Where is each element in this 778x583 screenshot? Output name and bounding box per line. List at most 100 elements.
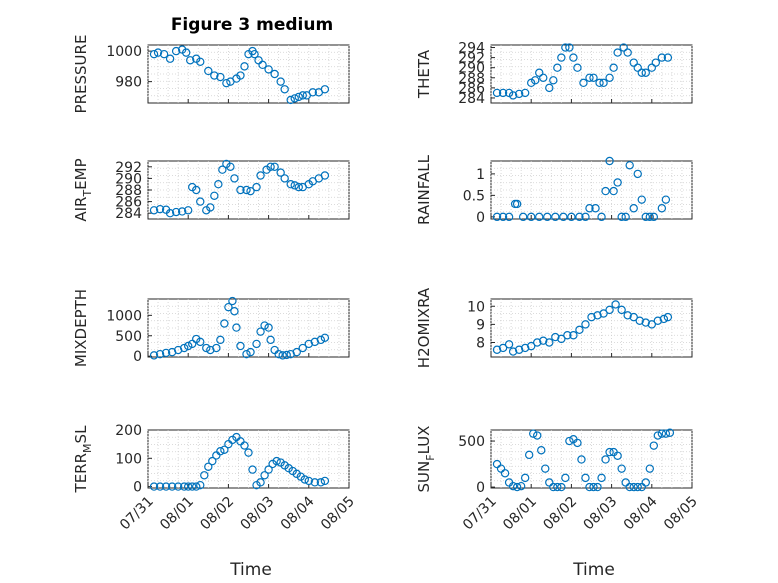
data-point	[575, 212, 584, 222]
data-point	[240, 62, 249, 71]
series-markers	[492, 156, 671, 222]
data-point	[557, 334, 566, 344]
data-point	[605, 447, 614, 457]
grid-lines	[490, 161, 693, 219]
data-point	[266, 162, 275, 171]
data-point	[173, 482, 183, 491]
data-point	[224, 302, 233, 312]
data-point	[539, 336, 548, 345]
y-axis-label: RAINFALL	[415, 154, 433, 225]
data-point	[595, 78, 604, 88]
data-point	[216, 72, 225, 82]
y-tick-label: 288	[115, 183, 142, 199]
data-point	[320, 333, 330, 343]
data-point	[651, 58, 661, 67]
data-point	[512, 482, 522, 492]
data-point	[222, 78, 231, 88]
data-point	[551, 332, 560, 342]
data-point	[292, 347, 301, 357]
data-point	[557, 482, 566, 492]
data-point	[310, 337, 320, 347]
y-tick-label: 284	[115, 206, 142, 222]
data-point	[226, 162, 235, 171]
data-point	[641, 478, 650, 487]
data-point	[635, 316, 644, 325]
data-point	[629, 482, 638, 492]
data-point	[641, 318, 650, 327]
data-point	[276, 77, 285, 86]
data-point	[553, 482, 562, 492]
y-tick-label: 284	[458, 91, 485, 107]
data-point	[220, 445, 229, 455]
data-point	[300, 475, 309, 484]
data-point	[216, 335, 225, 345]
data-point	[541, 464, 550, 473]
data-point	[167, 347, 177, 357]
data-point	[250, 49, 259, 59]
data-point	[623, 48, 632, 57]
y-axis-label: AIRTEMP	[72, 158, 94, 221]
subplot-6: 8 9 10 H2OMIXRA	[415, 287, 693, 368]
data-point	[264, 65, 273, 74]
y-tick-label: 290	[115, 171, 142, 187]
data-point	[179, 343, 189, 353]
data-point	[647, 63, 657, 72]
data-point	[252, 339, 261, 349]
data-point	[159, 49, 169, 59]
data-point	[280, 85, 289, 94]
data-point	[236, 71, 245, 80]
y-axis-label: PRESSURE	[72, 35, 90, 114]
data-point	[308, 88, 318, 97]
y-tick-label: 286	[115, 195, 142, 211]
data-point	[278, 351, 287, 360]
data-point	[196, 197, 205, 206]
data-point	[149, 482, 159, 491]
data-point	[276, 168, 285, 177]
subplot-5: 0 500 1000 MIXDEPTH	[72, 289, 350, 367]
data-point	[629, 204, 638, 213]
data-point	[236, 341, 245, 351]
data-point	[633, 63, 642, 72]
data-point	[629, 312, 638, 322]
y-tick-label: 0	[133, 349, 142, 365]
data-point	[155, 349, 165, 359]
subplot-7: 0 100 200 07/31 08/01 08/02 08/03 08/04 08/05 TER…	[72, 423, 358, 533]
data-point	[601, 455, 610, 464]
data-point	[256, 327, 265, 336]
data-point	[553, 63, 562, 72]
data-point	[171, 207, 181, 217]
data-point	[520, 88, 530, 98]
data-point	[272, 456, 281, 466]
data-point	[581, 473, 590, 483]
data-point	[561, 43, 570, 52]
data-point	[183, 341, 193, 351]
data-point	[597, 473, 606, 483]
y-tick-label: 286	[458, 81, 485, 97]
grid-lines	[490, 45, 693, 103]
data-point	[181, 48, 191, 57]
data-point	[527, 212, 536, 222]
data-point	[179, 482, 189, 491]
data-point	[290, 181, 299, 190]
x-axis-label-left: Time	[229, 560, 272, 580]
data-point	[282, 350, 291, 360]
data-point	[492, 345, 502, 354]
data-point	[561, 473, 570, 483]
data-point	[599, 309, 608, 318]
data-point	[641, 212, 650, 222]
data-point	[585, 482, 594, 492]
data-point	[264, 465, 273, 474]
y-tick-label: 1	[476, 167, 485, 183]
series-markers	[492, 428, 675, 492]
data-point	[155, 482, 165, 491]
data-point	[659, 314, 669, 324]
data-point	[573, 438, 582, 448]
data-point	[585, 204, 594, 213]
y-axis-label: SUNFLUX	[415, 426, 437, 493]
data-point	[535, 212, 544, 222]
data-point	[504, 340, 514, 349]
x-tick-label: 08/01	[157, 494, 197, 534]
data-point	[613, 451, 622, 460]
data-point	[320, 476, 330, 486]
x-tick-label: 08/04	[278, 493, 318, 533]
